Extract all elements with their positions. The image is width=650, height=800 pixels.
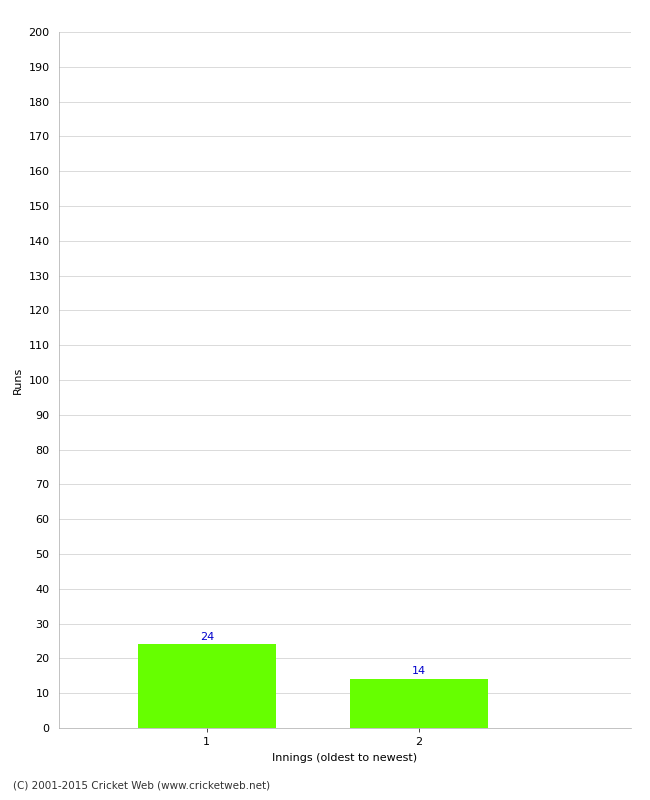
Text: 14: 14 [411,666,426,677]
Y-axis label: Runs: Runs [13,366,23,394]
Text: 24: 24 [200,632,214,642]
X-axis label: Innings (oldest to newest): Innings (oldest to newest) [272,753,417,762]
Bar [350,679,488,728]
Text: (C) 2001-2015 Cricket Web (www.cricketweb.net): (C) 2001-2015 Cricket Web (www.cricketwe… [13,781,270,790]
Bar [138,645,276,728]
